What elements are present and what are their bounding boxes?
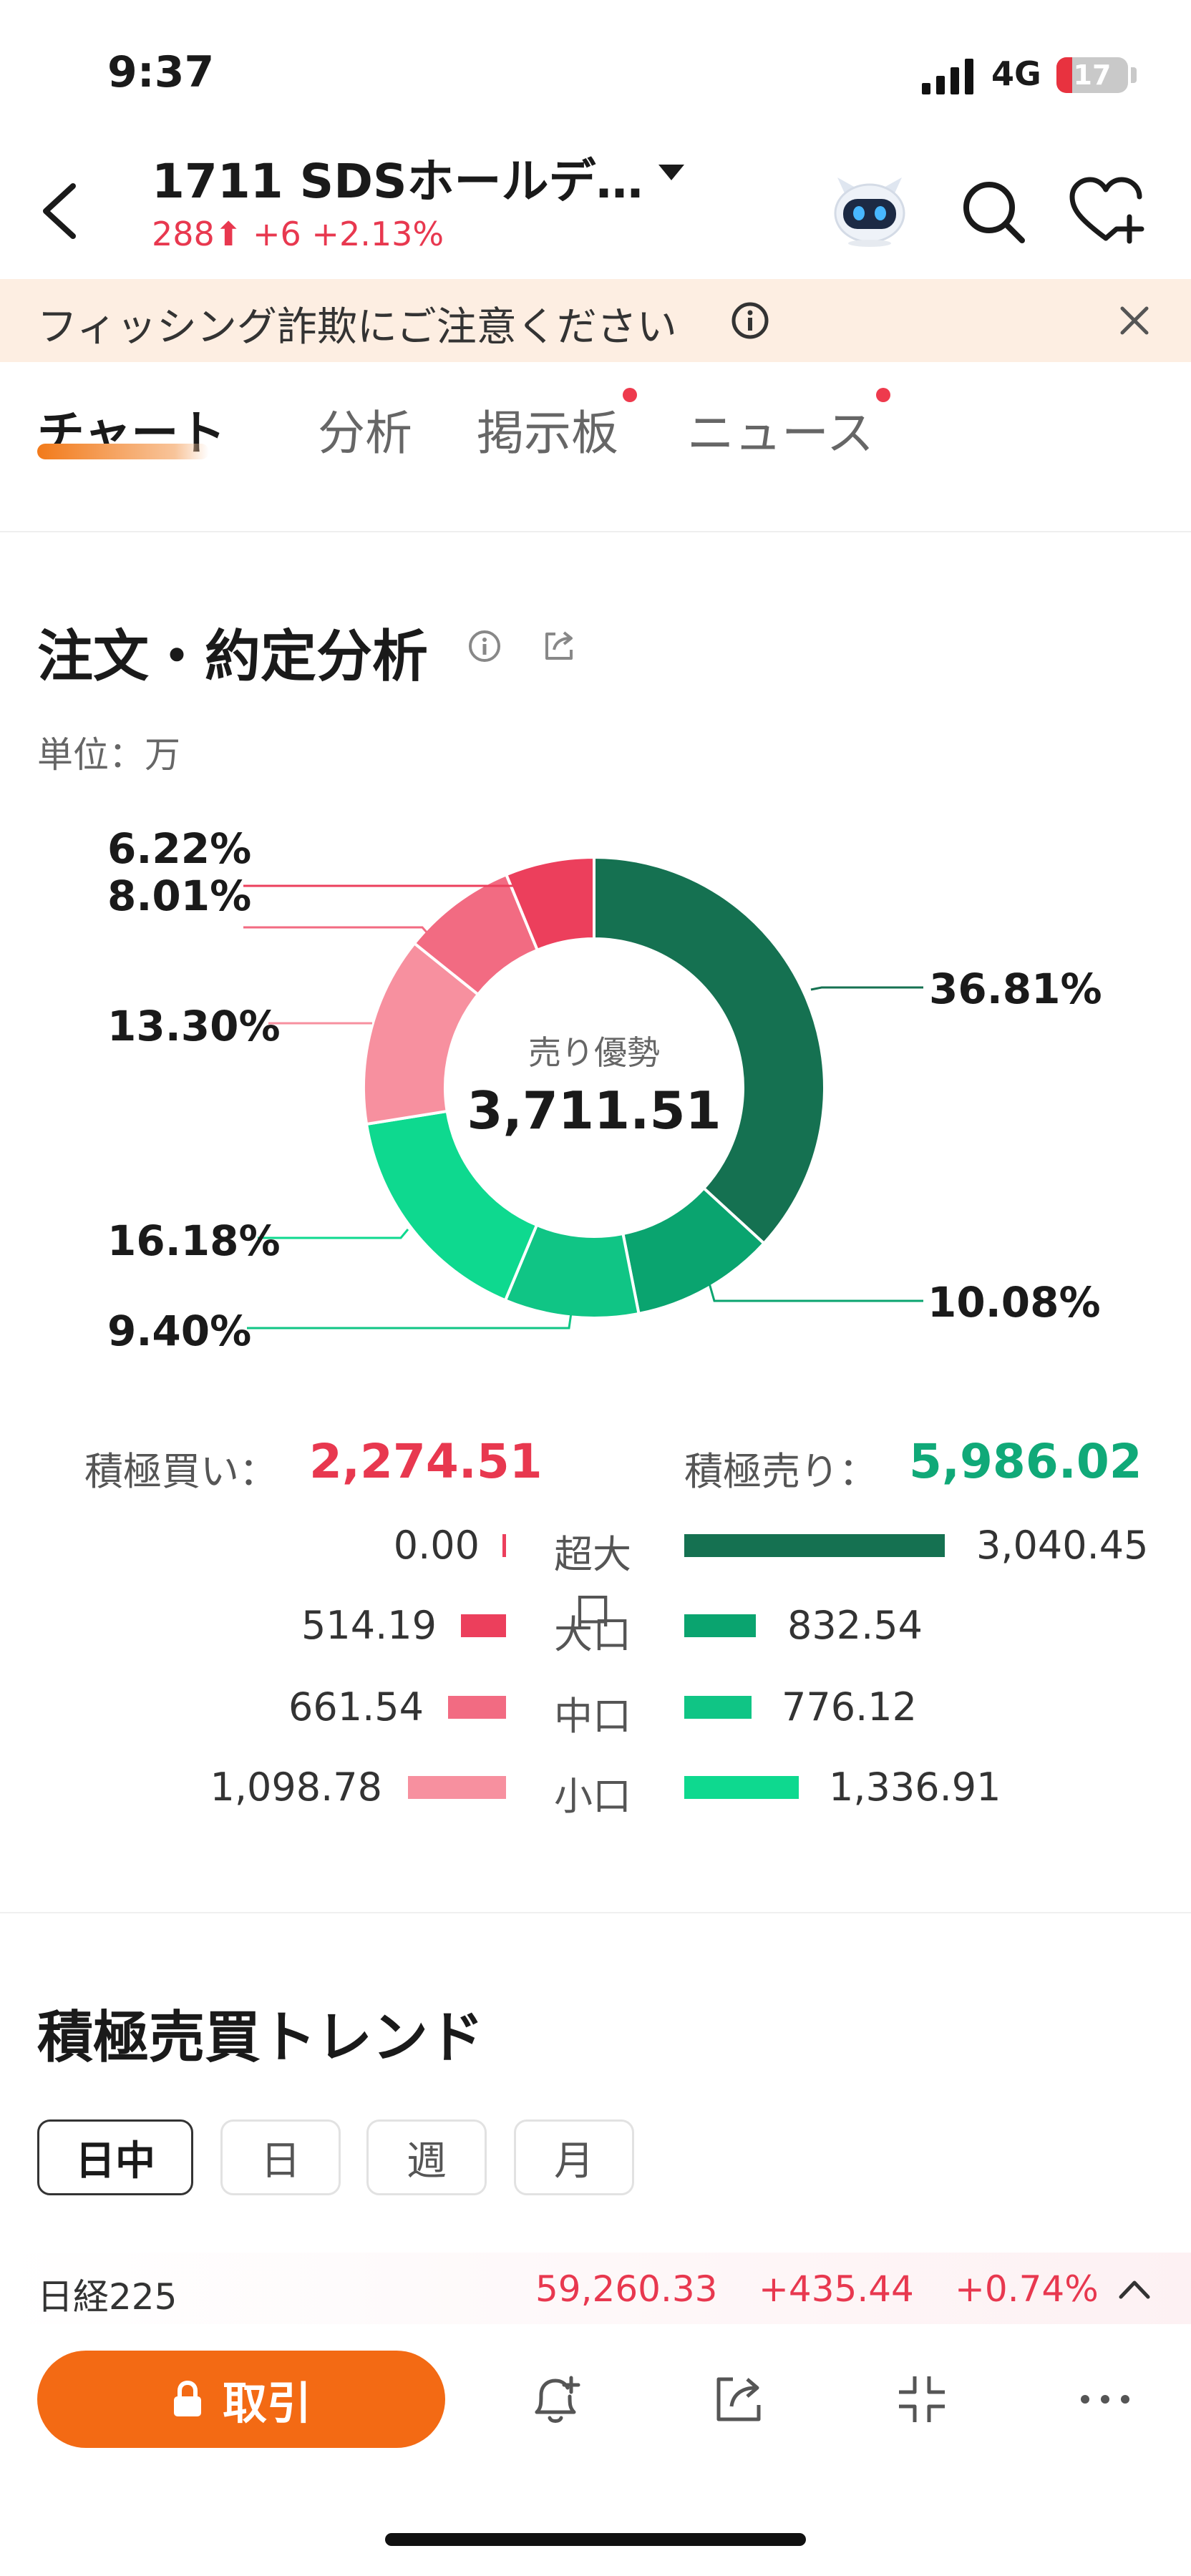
- tab-active-indicator: [37, 444, 209, 459]
- up-arrow-icon: ⬆: [214, 215, 243, 253]
- stock-price: 288: [152, 215, 215, 253]
- donut-slice-0: [593, 855, 826, 1246]
- unit-label: 単位：万: [37, 734, 180, 776]
- stock-title[interactable]: 1711 SDSホールデ…: [152, 154, 643, 209]
- divider: [0, 1912, 1191, 1913]
- period-week-button[interactable]: 週: [366, 2119, 487, 2195]
- section-title-trend: 積極売買トレンド: [37, 2006, 485, 2070]
- price-change: +6: [252, 215, 301, 253]
- info-icon[interactable]: [730, 301, 770, 341]
- bar-medium-buy: [448, 1696, 506, 1719]
- trade-button[interactable]: 取引: [37, 2351, 445, 2448]
- search-icon[interactable]: [959, 177, 1027, 245]
- index-ticker-bar[interactable]: [0, 2253, 1191, 2324]
- share-icon[interactable]: [710, 2371, 767, 2428]
- row-medium-category: 中口: [554, 1694, 631, 1739]
- period-month-button[interactable]: 月: [514, 2119, 634, 2195]
- row-small-sell: 1,336.91: [829, 1765, 1001, 1810]
- battery-icon: 17: [1056, 57, 1128, 93]
- donut-center-value: 3,711.51: [467, 1080, 721, 1141]
- add-favorite-icon[interactable]: [1066, 175, 1145, 247]
- row-large-category: 大口: [554, 1612, 631, 1657]
- row-small-buy: 1,098.78: [210, 1765, 382, 1810]
- row-small-category: 小口: [554, 1774, 631, 1819]
- dropdown-triangle-icon[interactable]: [658, 165, 684, 180]
- board-notification-dot: [623, 388, 637, 402]
- pct-label-medium-sell: 9.40%: [107, 1307, 252, 1355]
- buy-total-value: 2,274.51: [309, 1434, 543, 1489]
- bar-superlarge-sell: [684, 1534, 945, 1557]
- news-notification-dot: [876, 388, 890, 402]
- pct-label-large-sell: 10.08%: [928, 1278, 1101, 1327]
- index-change-pct: +0.74%: [955, 2268, 1099, 2310]
- buy-total-label: 積極買い：: [84, 1449, 278, 1494]
- price-alert-icon[interactable]: [527, 2371, 584, 2428]
- phishing-warning-banner: [0, 279, 1191, 362]
- sell-total-value: 5,986.02: [909, 1434, 1142, 1489]
- collapse-icon[interactable]: [893, 2371, 951, 2428]
- row-superlarge-buy: 0.00: [393, 1523, 480, 1568]
- pct-label-small-buy: 13.30%: [107, 1002, 281, 1050]
- tab-board[interactable]: 掲示板: [477, 406, 618, 461]
- pct-label-large-buy: 6.22%: [107, 824, 252, 873]
- row-superlarge-category: 超大口: [554, 1532, 631, 1634]
- row-large-buy: 514.19: [301, 1603, 437, 1648]
- home-indicator: [385, 2533, 806, 2546]
- row-medium-sell: 776.12: [782, 1684, 917, 1729]
- pct-label-medium-buy: 8.01%: [107, 872, 252, 920]
- bar-small-buy: [408, 1776, 506, 1799]
- pct-label-small-sell: 16.18%: [107, 1216, 281, 1265]
- robot-assistant-icon[interactable]: [830, 172, 909, 247]
- donut-center-label: 売り優勢: [528, 1033, 660, 1072]
- price-change-pct: +2.13%: [311, 215, 444, 253]
- tab-analysis[interactable]: 分析: [318, 406, 412, 461]
- phishing-warning-text: フィッシング詐欺にご注意ください: [37, 304, 677, 351]
- close-icon[interactable]: [1118, 304, 1151, 337]
- status-time: 9:37: [107, 47, 215, 97]
- bar-large-buy: [461, 1614, 506, 1637]
- bar-small-sell: [684, 1776, 799, 1799]
- index-name: 日経225: [37, 2276, 178, 2318]
- network-type: 4G: [991, 54, 1041, 93]
- battery-tip: [1131, 67, 1137, 83]
- divider: [0, 531, 1191, 532]
- bar-superlarge-buy: [502, 1534, 506, 1557]
- tab-news[interactable]: ニュース: [687, 406, 874, 461]
- pct-label-superlarge-sell: 36.81%: [929, 965, 1102, 1013]
- order-donut-chart: [362, 855, 826, 1319]
- donut-slice-6: [504, 855, 596, 952]
- trade-button-label: 取引: [222, 2377, 311, 2429]
- lock-icon: [173, 2381, 201, 2416]
- battery-level: 17: [1073, 59, 1112, 91]
- price-line: 288⬆ +6 +2.13%: [152, 215, 444, 253]
- sell-total-label: 積極売り：: [684, 1449, 878, 1494]
- row-medium-buy: 661.54: [288, 1684, 424, 1729]
- period-day-button[interactable]: 日: [220, 2119, 341, 2195]
- index-value: 59,260.33: [535, 2268, 718, 2310]
- back-arrow-icon[interactable]: [37, 175, 80, 247]
- more-icon[interactable]: [1076, 2371, 1134, 2428]
- share-icon[interactable]: [541, 628, 577, 664]
- index-change: +435.44: [759, 2268, 914, 2310]
- bar-large-sell: [684, 1614, 756, 1637]
- section-title-order-analysis: 注文・約定分析: [37, 625, 429, 689]
- row-superlarge-sell: 3,040.45: [976, 1523, 1149, 1568]
- leader-lines: [243, 884, 923, 1330]
- signal-icon: [922, 59, 973, 94]
- row-large-sell: 832.54: [787, 1603, 923, 1648]
- bar-medium-sell: [684, 1696, 752, 1719]
- chevron-up-icon[interactable]: [1117, 2274, 1152, 2303]
- info-icon[interactable]: [467, 628, 502, 664]
- period-intraday-button[interactable]: 日中: [37, 2119, 193, 2195]
